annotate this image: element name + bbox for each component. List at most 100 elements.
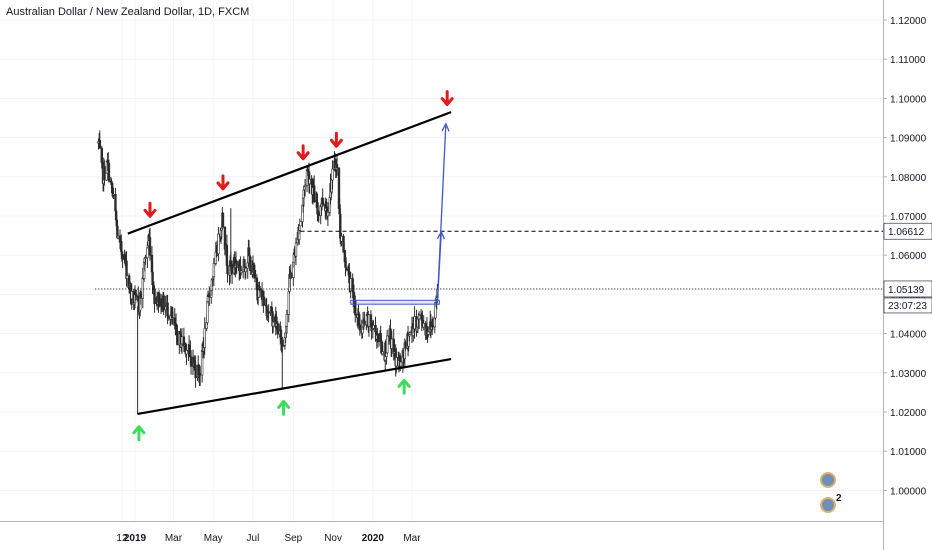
candle-body: [198, 373, 202, 376]
candle-body: [258, 286, 261, 291]
candle-body: [240, 270, 243, 274]
candle-body: [386, 335, 389, 354]
candle-body: [372, 325, 375, 329]
candle-body: [244, 267, 247, 272]
candle-body: [144, 257, 147, 260]
candle-body: [249, 256, 252, 271]
current-price-badge-bg: [883, 280, 932, 298]
candle-body: [326, 211, 330, 217]
candle-body: [235, 260, 238, 265]
time-tick-label: Jul: [247, 533, 260, 544]
candle-body: [381, 351, 384, 355]
chart-title: Australian Dollar / New Zealand Dollar, …: [6, 6, 250, 18]
candle-body: [408, 332, 412, 335]
sell-arrow-icon: [329, 131, 343, 148]
level-price-badge-bg: [883, 222, 932, 240]
candle-body: [221, 212, 225, 228]
candle-body: [212, 263, 216, 278]
candle-body: [176, 334, 179, 346]
buy-arrow-icon: [132, 425, 146, 442]
candle-body: [299, 221, 302, 227]
candle-body: [390, 338, 393, 349]
candle-body: [363, 320, 366, 323]
candle-body: [262, 296, 266, 306]
candle-body: [180, 336, 184, 345]
price-tick-label: 1.07000: [890, 212, 927, 223]
avatar[interactable]: [820, 497, 836, 513]
candle-body: [417, 314, 421, 320]
candle-body: [358, 324, 362, 330]
current-price-badge: 1.05139: [883, 280, 932, 298]
price-tick-label: 1.06000: [890, 251, 927, 262]
candle-body: [148, 237, 152, 256]
price-tick-label: 1.01000: [890, 447, 927, 458]
candle-body: [121, 254, 124, 260]
candle-body: [208, 293, 211, 298]
candle-body: [194, 364, 197, 378]
candle-body: [331, 168, 334, 181]
price-tick-label: 1.02000: [890, 408, 927, 419]
price-tick-label: 1.08000: [890, 173, 927, 184]
candle-body: [103, 166, 106, 181]
candle-body: [253, 270, 257, 279]
candle-body: [105, 172, 108, 181]
candle-body: [153, 289, 156, 305]
candle-body: [171, 317, 174, 320]
candle-body: [317, 212, 320, 216]
candle-body: [189, 356, 193, 367]
candle-body: [226, 265, 229, 274]
candle-body: [146, 247, 149, 259]
candle-body: [107, 163, 111, 182]
price-tick-label: 1.04000: [890, 330, 927, 341]
candle-body: [285, 314, 289, 327]
candle-body: [308, 178, 311, 185]
candle-body: [230, 264, 234, 274]
avatar[interactable]: [820, 472, 836, 488]
buy-arrow-icon: [397, 378, 411, 395]
candle-body: [185, 350, 188, 355]
candle-body: [335, 164, 339, 169]
projection-line: [436, 123, 447, 303]
candle-body: [130, 290, 133, 300]
candle-body: [112, 194, 115, 196]
candle-body: [290, 272, 293, 278]
countdown-text: 23:07:23: [888, 301, 927, 312]
buy-arrow-icon: [277, 399, 291, 416]
candle-body: [399, 361, 403, 367]
candle-body: [203, 327, 206, 348]
price-tick-label: 1.09000: [890, 134, 927, 145]
avatar-count: 2: [836, 493, 842, 504]
resistance-box: [350, 299, 440, 305]
candle-body: [217, 233, 220, 255]
time-tick-label: Sep: [284, 533, 302, 544]
countdown-badge-bg: [883, 297, 932, 314]
lower-trendline: [137, 357, 452, 416]
candle-body: [343, 250, 347, 263]
candle-body: [167, 315, 170, 318]
upper-trendline: [127, 111, 452, 235]
candle-body: [157, 292, 161, 307]
time-tick-label: 2020: [362, 533, 385, 544]
time-tick-label: May: [204, 533, 223, 544]
candle-body: [303, 184, 307, 187]
candle-body: [135, 294, 138, 297]
time-tick-label: 2019: [124, 533, 147, 544]
candle-body: [267, 311, 270, 314]
sell-arrow-icon: [296, 144, 310, 161]
sell-arrow-icon: [216, 174, 230, 191]
candle-body: [100, 147, 103, 163]
price-tick-label: 1.00000: [890, 486, 927, 497]
projection-arrowhead: [436, 230, 445, 240]
candle-body: [298, 225, 302, 231]
candle-body: [376, 334, 380, 342]
level-price-badge-text: 1.06612: [888, 227, 925, 238]
candles: [97, 130, 439, 388]
candle-body: [431, 325, 435, 328]
candle-body: [116, 235, 120, 239]
price-tick-label: 1.11000: [890, 55, 926, 66]
candle-body: [340, 235, 343, 242]
candle-body: [413, 316, 416, 330]
candle-body: [287, 291, 291, 315]
